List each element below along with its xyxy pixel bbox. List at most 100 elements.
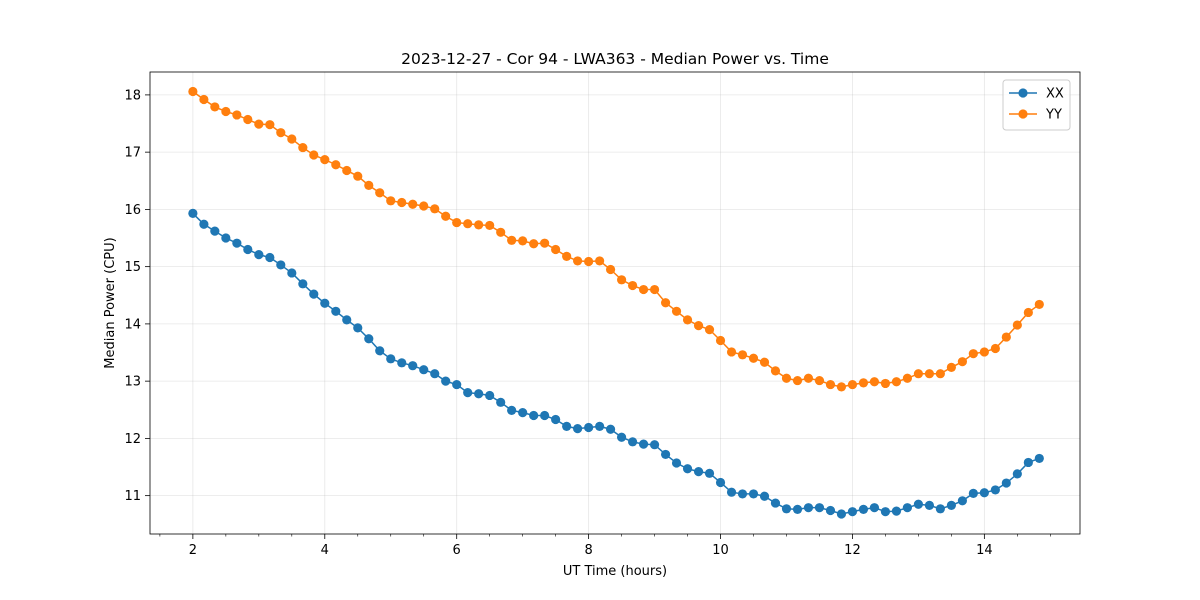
data-point-xx — [243, 244, 253, 255]
data-point-yy — [726, 347, 737, 357]
data-point-yy — [408, 199, 418, 209]
data-point-yy — [375, 188, 385, 198]
data-point-xx — [342, 315, 352, 325]
data-point-xx — [529, 410, 539, 421]
y-tick-label: 16 — [124, 203, 141, 218]
y-tick-label: 14 — [124, 317, 141, 332]
data-point-yy — [979, 347, 989, 357]
data-point-xx — [1012, 469, 1022, 479]
data-point-yy — [441, 211, 451, 221]
data-point-xx — [836, 509, 847, 519]
data-point-yy — [298, 142, 308, 153]
data-point-yy — [430, 204, 440, 214]
data-point-xx — [869, 503, 880, 513]
data-point-yy — [474, 220, 484, 230]
data-point-yy — [616, 275, 627, 285]
data-point-yy — [869, 377, 880, 387]
data-point-xx — [825, 505, 836, 516]
y-tick-label: 18 — [124, 88, 141, 103]
data-point-yy — [287, 134, 297, 144]
data-point-yy — [551, 244, 561, 255]
legend-item-yy: YY — [1009, 108, 1062, 123]
data-point-yy — [759, 357, 770, 367]
data-point-yy — [957, 357, 967, 367]
data-point-xx — [254, 250, 264, 260]
y-tick-label: 17 — [124, 146, 141, 161]
data-point-yy — [968, 349, 978, 359]
data-point-yy — [540, 238, 550, 248]
axes: 2 4 6 8 10 12 14 11 12 13 14 15 16 17 18 — [124, 71, 1081, 558]
data-point-yy — [946, 362, 956, 373]
data-point-xx — [704, 468, 715, 478]
data-point-xx — [298, 279, 308, 289]
data-point-yy — [924, 369, 935, 379]
data-point-xx — [638, 439, 649, 449]
data-point-xx — [902, 503, 912, 513]
data-point-yy — [770, 366, 781, 376]
data-point-yy — [1023, 307, 1033, 318]
data-point-yy — [243, 114, 253, 125]
data-point-yy — [518, 236, 528, 246]
data-point-yy — [485, 220, 495, 231]
chart-title: 2023-12-27 - Cor 94 - LWA363 - Median Po… — [401, 50, 829, 68]
data-point-yy — [858, 378, 869, 388]
y-tick-label: 15 — [124, 260, 141, 275]
data-point-xx — [759, 491, 770, 501]
data-point-yy — [419, 201, 429, 211]
data-point-yy — [660, 298, 671, 308]
data-point-yy — [814, 375, 825, 386]
data-point-yy — [1001, 332, 1011, 342]
data-point-yy — [748, 353, 759, 363]
data-point-yy — [573, 256, 583, 266]
data-point-yy — [188, 86, 198, 97]
data-point-yy — [254, 119, 264, 129]
data-point-xx — [265, 252, 275, 263]
data-point-xx — [320, 298, 330, 308]
data-point-xx — [386, 354, 396, 364]
data-point-xx — [628, 437, 638, 447]
data-point-yy — [847, 379, 858, 390]
data-point-xx — [474, 389, 484, 399]
data-point-yy — [364, 180, 374, 190]
data-point-yy — [693, 321, 704, 331]
data-point-xx — [397, 358, 407, 368]
data-point-xx — [957, 496, 967, 506]
data-point-xx — [682, 464, 693, 474]
data-point-xx — [1023, 457, 1033, 468]
data-point-xx — [595, 421, 605, 431]
data-point-yy — [649, 284, 660, 295]
data-point-yy — [792, 375, 803, 386]
data-point-xx — [847, 507, 858, 517]
data-point-yy — [628, 280, 638, 291]
data-point-xx — [880, 507, 891, 517]
y-axis-label: Median Power (CPU) — [103, 237, 118, 368]
data-point-xx — [232, 238, 242, 248]
y-tick-label: 12 — [124, 432, 141, 447]
data-point-yy — [353, 171, 363, 181]
data-point-xx — [946, 500, 956, 510]
legend-label-yy: YY — [1045, 108, 1062, 123]
data-point-xx — [1034, 453, 1044, 464]
series-yy — [188, 86, 1044, 392]
data-point-xx — [935, 504, 945, 514]
data-point-xx — [605, 424, 616, 434]
data-point-xx — [726, 487, 737, 497]
data-point-xx — [803, 503, 814, 513]
x-tick-label: 8 — [584, 543, 592, 558]
legend-label-xx: XX — [1046, 87, 1064, 102]
data-point-yy — [737, 350, 748, 360]
data-point-xx — [430, 369, 440, 379]
x-tick-label: 2 — [189, 543, 197, 558]
legend-item-xx: XX — [1009, 87, 1064, 102]
data-point-xx — [913, 499, 924, 509]
legend: XX YY — [1002, 79, 1071, 131]
data-point-xx — [540, 410, 550, 421]
data-point-yy — [638, 284, 649, 295]
data-point-xx — [199, 219, 209, 229]
data-point-yy — [781, 373, 792, 383]
data-point-yy — [463, 219, 473, 229]
data-point-yy — [265, 120, 275, 130]
data-point-xx — [891, 506, 902, 516]
data-point-yy — [902, 373, 912, 383]
data-point-yy — [452, 217, 462, 228]
